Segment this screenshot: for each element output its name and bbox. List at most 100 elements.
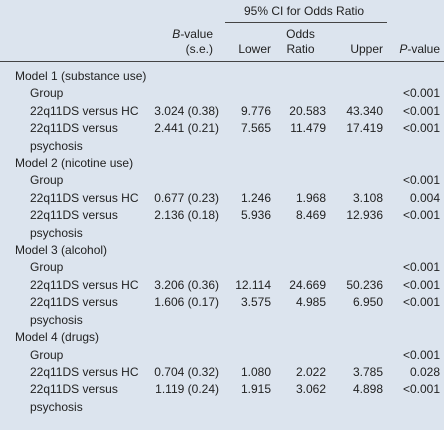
upper-cell: 3.108 xyxy=(353,190,384,205)
data-row: 22q11DS versus psychosis 1.606 (0.17) 3.57… xyxy=(0,294,444,329)
lower-cell: 1.246 xyxy=(240,190,271,205)
model-title: Model 1 (substance use) xyxy=(15,69,147,83)
table-body: Model 1 (substance use) Group <0.001 22q11D… xyxy=(0,62,444,417)
lower-cell: 3.575 xyxy=(240,295,271,310)
odds-ratio-cell: 4.985 xyxy=(295,295,326,310)
upper-cell xyxy=(330,347,387,364)
upper-header: Upper xyxy=(330,22,388,62)
odds-ratio-cell: 24.669 xyxy=(289,277,326,292)
odds-ratio-cell xyxy=(275,347,330,364)
data-row: 22q11DS versus HC 0.704 (0.32) 1.080 2.022 3… xyxy=(0,364,444,381)
b-value-cell: 2.441 (0.21) xyxy=(154,121,219,136)
odds-ratio-header: Odds Ratio xyxy=(275,22,330,62)
data-row: 22q11DS versus psychosis 1.119 (0.24) 1.91… xyxy=(0,381,444,416)
model-title: Model 4 (drugs) xyxy=(15,330,100,345)
row-label: Group xyxy=(30,260,64,275)
model-row: Model 1 (substance use) xyxy=(0,62,444,86)
results-table: 95% CI for Odds Ratio B-value (s.e.) Lowe… xyxy=(0,4,444,416)
row-label: Group xyxy=(30,347,64,362)
b-value-cell xyxy=(150,347,225,364)
upper-cell: 17.419 xyxy=(346,121,384,136)
odds-ratio-cell: 20.583 xyxy=(289,103,326,118)
data-row: Group <0.001 xyxy=(0,347,444,364)
row-label: 22q11DS versus HC xyxy=(30,364,139,379)
upper-cell: 6.950 xyxy=(353,295,384,310)
upper-cell: 4.898 xyxy=(353,382,384,397)
row-label: 22q11DS versus psychosis xyxy=(30,208,118,240)
p-value-header: P-value xyxy=(387,22,444,62)
b-rest: -value xyxy=(180,27,213,41)
p-value-cell: <0.001 xyxy=(402,208,441,223)
row-label: Group xyxy=(30,173,64,188)
p-value-cell: <0.001 xyxy=(402,277,441,292)
odds-ratio-cell: 8.469 xyxy=(295,208,326,223)
data-row: Group <0.001 xyxy=(0,85,444,102)
upper-cell: 50.236 xyxy=(346,277,384,292)
row-label: 22q11DS versus psychosis xyxy=(30,121,118,153)
b-value-cell: 0.704 (0.32) xyxy=(154,364,219,379)
p-value-cell: <0.001 xyxy=(402,86,441,101)
lower-cell: 9.776 xyxy=(240,103,271,118)
page: 95% CI for Odds Ratio B-value (s.e.) Lowe… xyxy=(0,4,444,430)
row-label: 22q11DS versus psychosis xyxy=(30,382,118,414)
lower-cell: 7.565 xyxy=(240,121,271,136)
row-label: 22q11DS versus psychosis xyxy=(30,295,118,327)
p-value-cell: 0.028 xyxy=(410,364,441,379)
odds-ratio-cell: 1.968 xyxy=(295,190,326,205)
p-value-cell: <0.001 xyxy=(402,173,441,188)
odds-ratio-cell: 3.062 xyxy=(295,382,326,397)
data-row: 22q11DS versus psychosis 2.441 (0.21) 7.56… xyxy=(0,120,444,155)
lower-cell: 12.114 xyxy=(235,277,271,292)
b-value-cell xyxy=(150,172,225,189)
b-value-cell: 1.606 (0.17) xyxy=(154,295,219,310)
b-value-header: B-value (s.e.) xyxy=(150,22,225,62)
p-value-cell: <0.001 xyxy=(402,347,441,362)
p-italic: P xyxy=(399,42,408,56)
b-value-cell: 3.024 (0.38) xyxy=(154,103,219,118)
odds-ratio-cell: 11.479 xyxy=(290,121,326,136)
header-row-2: B-value (s.e.) Lower Odds Ratio Upper P-va… xyxy=(0,22,444,62)
data-row: 22q11DS versus HC 0.677 (0.23) 1.246 1.968 3… xyxy=(0,190,444,207)
p-rest: -value xyxy=(407,42,441,56)
data-row: 22q11DS versus HC 3.024 (0.38) 9.776 20.583… xyxy=(0,103,444,120)
lower-cell xyxy=(225,259,275,276)
odds-ratio-cell: 2.022 xyxy=(295,364,326,379)
p-value-cell: <0.001 xyxy=(402,121,441,136)
p-value-cell: <0.001 xyxy=(402,295,441,310)
upper-cell xyxy=(330,85,387,102)
b-value-cell xyxy=(150,259,225,276)
upper-cell xyxy=(330,172,387,189)
row-label: 22q11DS versus HC xyxy=(30,277,139,292)
p-value-cell: <0.001 xyxy=(402,103,441,118)
lower-cell xyxy=(225,85,275,102)
b-value-cell xyxy=(150,85,225,102)
model-row: Model 4 (drugs) xyxy=(0,329,444,346)
b-sub: (s.e.) xyxy=(185,42,213,56)
odds-ratio-cell xyxy=(275,85,330,102)
b-value-cell: 1.119 (0.24) xyxy=(155,382,219,397)
data-row: Group <0.001 xyxy=(0,172,444,189)
model-row: Model 2 (nicotine use) xyxy=(0,155,444,172)
data-row: Group <0.001 xyxy=(0,259,444,276)
data-row: 22q11DS versus psychosis 2.136 (0.18) 5.93… xyxy=(0,207,444,242)
lower-cell: 1.080 xyxy=(240,364,271,379)
lower-cell xyxy=(225,172,275,189)
upper-cell: 3.785 xyxy=(353,364,384,379)
lower-cell: 1.915 xyxy=(240,382,271,397)
b-value-cell: 3.206 (0.36) xyxy=(154,277,219,292)
odds-ratio-cell xyxy=(275,172,330,189)
b-value-cell: 2.136 (0.18) xyxy=(154,208,219,223)
lower-cell: 5.936 xyxy=(240,208,271,223)
b-italic: B xyxy=(172,27,181,41)
or-line-1: Odds xyxy=(286,27,315,41)
ci-group-header: 95% CI for Odds Ratio xyxy=(225,4,388,23)
row-label: Group xyxy=(30,86,64,101)
odds-ratio-cell xyxy=(275,259,330,276)
b-value-cell: 0.677 (0.23) xyxy=(154,190,219,205)
upper-cell: 43.340 xyxy=(346,103,384,118)
model-title: Model 3 (alcohol) xyxy=(15,243,108,258)
p-value-cell: <0.001 xyxy=(402,260,441,275)
upper-cell: 12.936 xyxy=(346,208,384,223)
model-row: Model 3 (alcohol) xyxy=(0,242,444,259)
model-title: Model 2 (nicotine use) xyxy=(15,156,134,171)
